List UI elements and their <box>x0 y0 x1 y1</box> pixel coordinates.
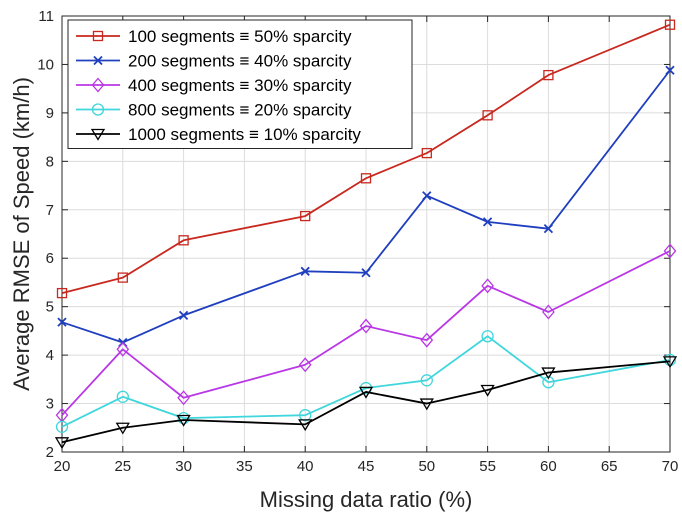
legend-swatch-marker <box>92 30 104 42</box>
y-ticks: 2 3 4 5 6 7 8 9 10 11 <box>37 8 670 461</box>
data-point <box>57 317 67 327</box>
data-point <box>298 419 313 432</box>
legend-item: 400 segments ≡ 30% sparcity <box>76 76 352 95</box>
legend-swatch-marker <box>93 55 103 66</box>
x-tick-label: 55 <box>479 458 496 475</box>
x-tick-label: 70 <box>662 458 679 475</box>
x-tick-label: 30 <box>175 458 192 475</box>
series-line <box>61 360 671 444</box>
data-point <box>56 287 68 299</box>
data-point <box>665 65 675 75</box>
y-axis-label: Average RMSE of Speed (km/h) <box>9 77 34 391</box>
data-point <box>482 217 493 227</box>
y-tick-label: 9 <box>46 105 54 122</box>
legend: 100 segments ≡ 50% sparcity 200 segments … <box>67 19 413 149</box>
data-point <box>662 356 678 369</box>
y-tick-label: 10 <box>37 56 54 73</box>
data-point <box>178 235 189 246</box>
legend-label: 1000 segments ≡ 10% sparcity <box>128 125 361 144</box>
legend-item: 1000 segments ≡ 10% sparcity <box>76 125 361 144</box>
series-3 <box>55 243 677 423</box>
data-point <box>421 147 432 159</box>
y-tick-label: 4 <box>46 347 54 364</box>
data-point <box>54 437 70 450</box>
y-tick-label: 6 <box>46 250 54 267</box>
data-point <box>55 420 69 433</box>
legend-swatch-marker <box>91 77 105 93</box>
legend-label: 400 segments ≡ 30% sparcity <box>128 76 352 95</box>
x-tick-label: 60 <box>540 458 557 475</box>
data-point <box>543 69 554 81</box>
x-ticks: 20 25 30 35 40 45 50 55 60 65 70 <box>54 16 679 475</box>
data-point <box>358 386 374 399</box>
legend-label: 200 segments ≡ 40% sparcity <box>128 52 352 71</box>
x-axis-label: Missing data ratio (%) <box>260 487 473 512</box>
data-point <box>115 422 130 435</box>
legend-label: 800 segments ≡ 20% sparcity <box>128 101 352 120</box>
data-point <box>481 278 494 294</box>
data-point <box>361 268 371 278</box>
data-point <box>480 384 495 397</box>
data-point <box>300 210 311 222</box>
data-point <box>298 357 312 373</box>
data-point <box>481 330 494 343</box>
series-line <box>61 250 671 416</box>
data-point <box>176 414 191 427</box>
data-point <box>420 332 434 348</box>
legend-swatch-marker <box>90 128 106 141</box>
series-2 <box>57 65 675 348</box>
data-point <box>177 411 190 425</box>
data-point <box>419 398 434 411</box>
legend-item: 100 segments ≡ 50% sparcity <box>76 27 352 46</box>
data-point <box>116 341 130 357</box>
legend-item: 800 segments ≡ 20% sparcity <box>76 101 352 120</box>
x-tick-label: 20 <box>54 458 71 475</box>
data-point <box>482 110 493 121</box>
data-point <box>542 376 555 389</box>
data-point <box>299 409 312 422</box>
y-tick-label: 7 <box>46 202 54 219</box>
y-tick-label: 5 <box>46 299 54 316</box>
data-point <box>663 243 677 259</box>
data-point <box>542 304 555 320</box>
y-tick-label: 2 <box>46 444 54 461</box>
data-point <box>420 374 433 387</box>
legend-item: 200 segments ≡ 40% sparcity <box>76 52 352 71</box>
data-point <box>663 353 677 367</box>
y-tick-label: 11 <box>38 8 54 25</box>
data-point <box>360 173 372 184</box>
x-tick-label: 25 <box>114 458 131 475</box>
data-point <box>543 224 554 234</box>
data-point <box>116 390 129 403</box>
series-5 <box>54 356 678 450</box>
data-point <box>117 272 128 283</box>
data-point <box>664 19 676 30</box>
legend-swatch-marker <box>91 103 105 116</box>
data-point <box>359 318 373 334</box>
series-1 <box>56 19 676 299</box>
data-point <box>541 367 556 380</box>
x-tick-label: 35 <box>236 458 253 475</box>
y-tick-label: 8 <box>46 153 54 170</box>
legend-label: 100 segments ≡ 50% sparcity <box>128 27 352 46</box>
data-point <box>422 191 432 201</box>
legend-box <box>67 19 413 149</box>
x-tick-label: 50 <box>418 458 435 475</box>
x-tick-label: 40 <box>297 458 314 475</box>
x-tick-label: 65 <box>601 458 618 475</box>
series-line <box>61 23 671 294</box>
data-point <box>177 390 190 406</box>
data-point <box>300 266 310 276</box>
x-tick-label: 45 <box>358 458 375 475</box>
y-tick-label: 3 <box>46 396 54 413</box>
data-point <box>178 310 189 321</box>
